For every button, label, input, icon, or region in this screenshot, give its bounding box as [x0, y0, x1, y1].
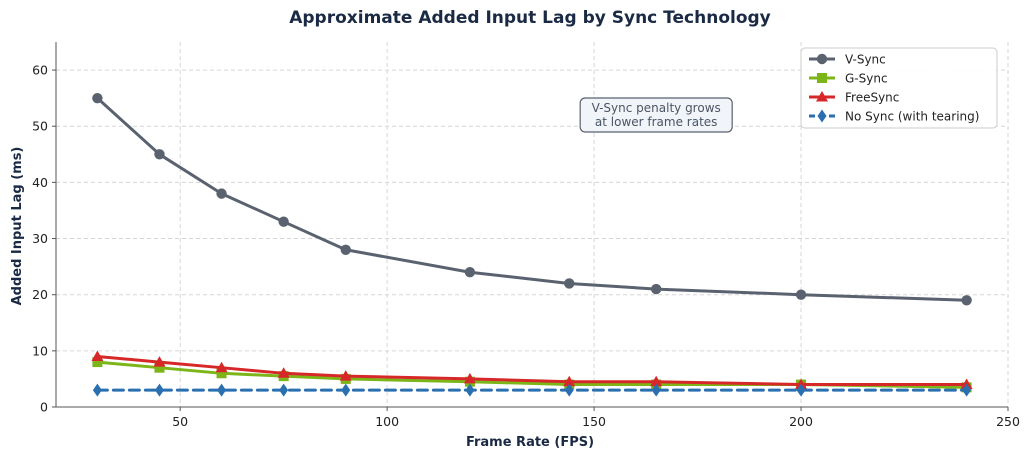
y-tick-label: 40: [32, 175, 48, 190]
data-point: [650, 283, 662, 295]
data-point: [463, 372, 476, 384]
data-point: [216, 368, 227, 379]
legend-item: V-Sync: [809, 53, 886, 67]
data-point: [465, 383, 475, 397]
data-point: [795, 289, 807, 300]
tick-labels: 50 100 150 200 250 0 10 20 30 40 50 60: [32, 63, 1020, 429]
series-line: [95, 96, 969, 302]
data-point: [154, 383, 164, 397]
legend-swatch-marker: [817, 73, 827, 83]
data-point: [217, 383, 227, 397]
data-point: [92, 383, 102, 397]
legend-swatch-marker: [816, 91, 828, 102]
data-point: [216, 188, 227, 199]
data-point: [92, 357, 103, 368]
legend-label: FreeSync: [845, 91, 899, 105]
data-point: [564, 278, 575, 289]
data-point: [277, 367, 290, 378]
y-tick-label: 10: [32, 343, 48, 358]
y-tick-label: 30: [32, 231, 48, 246]
data-point: [341, 383, 351, 397]
data-point: [154, 149, 165, 160]
y-tick-label: 0: [40, 400, 48, 415]
annotation-box: [579, 97, 733, 133]
legend-item: No Sync (with tearing): [809, 109, 979, 124]
data-point: [563, 375, 576, 387]
legend-item: G-Sync: [809, 72, 888, 86]
series-v-sync: [92, 92, 972, 306]
data-point: [464, 267, 476, 278]
axes: [52, 42, 1009, 411]
annotation-text: at lower frame rates: [595, 115, 718, 129]
legend-swatch-marker: [817, 109, 827, 123]
x-tick-label: 50: [172, 414, 188, 429]
x-tick-label: 150: [582, 414, 606, 429]
legend-box: [800, 47, 998, 129]
x-tick-label: 200: [789, 414, 813, 429]
y-tick-label: 50: [32, 119, 48, 134]
annotation-text: V-Sync penalty grows: [592, 101, 721, 115]
legend-item: FreeSync: [809, 91, 899, 105]
data-point: [92, 92, 103, 104]
data-point: [278, 216, 289, 227]
series-line: [95, 354, 969, 387]
data-point: [796, 383, 806, 397]
y-tick-label: 60: [32, 63, 48, 78]
legend: V-Sync G-Sync FreeSync No Sync (with tearin…: [800, 47, 998, 129]
series-g-sync: [92, 357, 972, 393]
data-point: [154, 362, 165, 373]
series-freesync: [91, 350, 973, 390]
data-point: [650, 375, 663, 387]
data-point: [340, 244, 351, 255]
data-point: [91, 350, 104, 361]
data-point: [339, 370, 352, 381]
data-point: [651, 383, 661, 397]
legend-label: No Sync (with tearing): [845, 110, 979, 124]
data-point: [961, 295, 972, 306]
y-tick-label: 20: [32, 287, 48, 302]
chart-title: Approximate Added Input Lag by Sync Tech…: [289, 8, 771, 28]
legend-label: G-Sync: [845, 72, 888, 86]
series-no-sync-with-tearing: [92, 383, 972, 397]
x-tick-label: 100: [375, 414, 399, 429]
series-group: [91, 92, 973, 397]
y-axis-label: Added Input Lag (ms): [10, 147, 25, 306]
x-tick-label: 250: [996, 414, 1020, 429]
data-point: [962, 383, 972, 397]
data-point: [153, 356, 166, 367]
data-point: [215, 361, 228, 373]
legend-swatch-marker: [816, 53, 828, 65]
x-axis-label: Frame Rate (FPS): [466, 435, 594, 450]
data-point: [564, 383, 574, 397]
legend-label: V-Sync: [845, 53, 886, 67]
data-point: [279, 383, 289, 397]
